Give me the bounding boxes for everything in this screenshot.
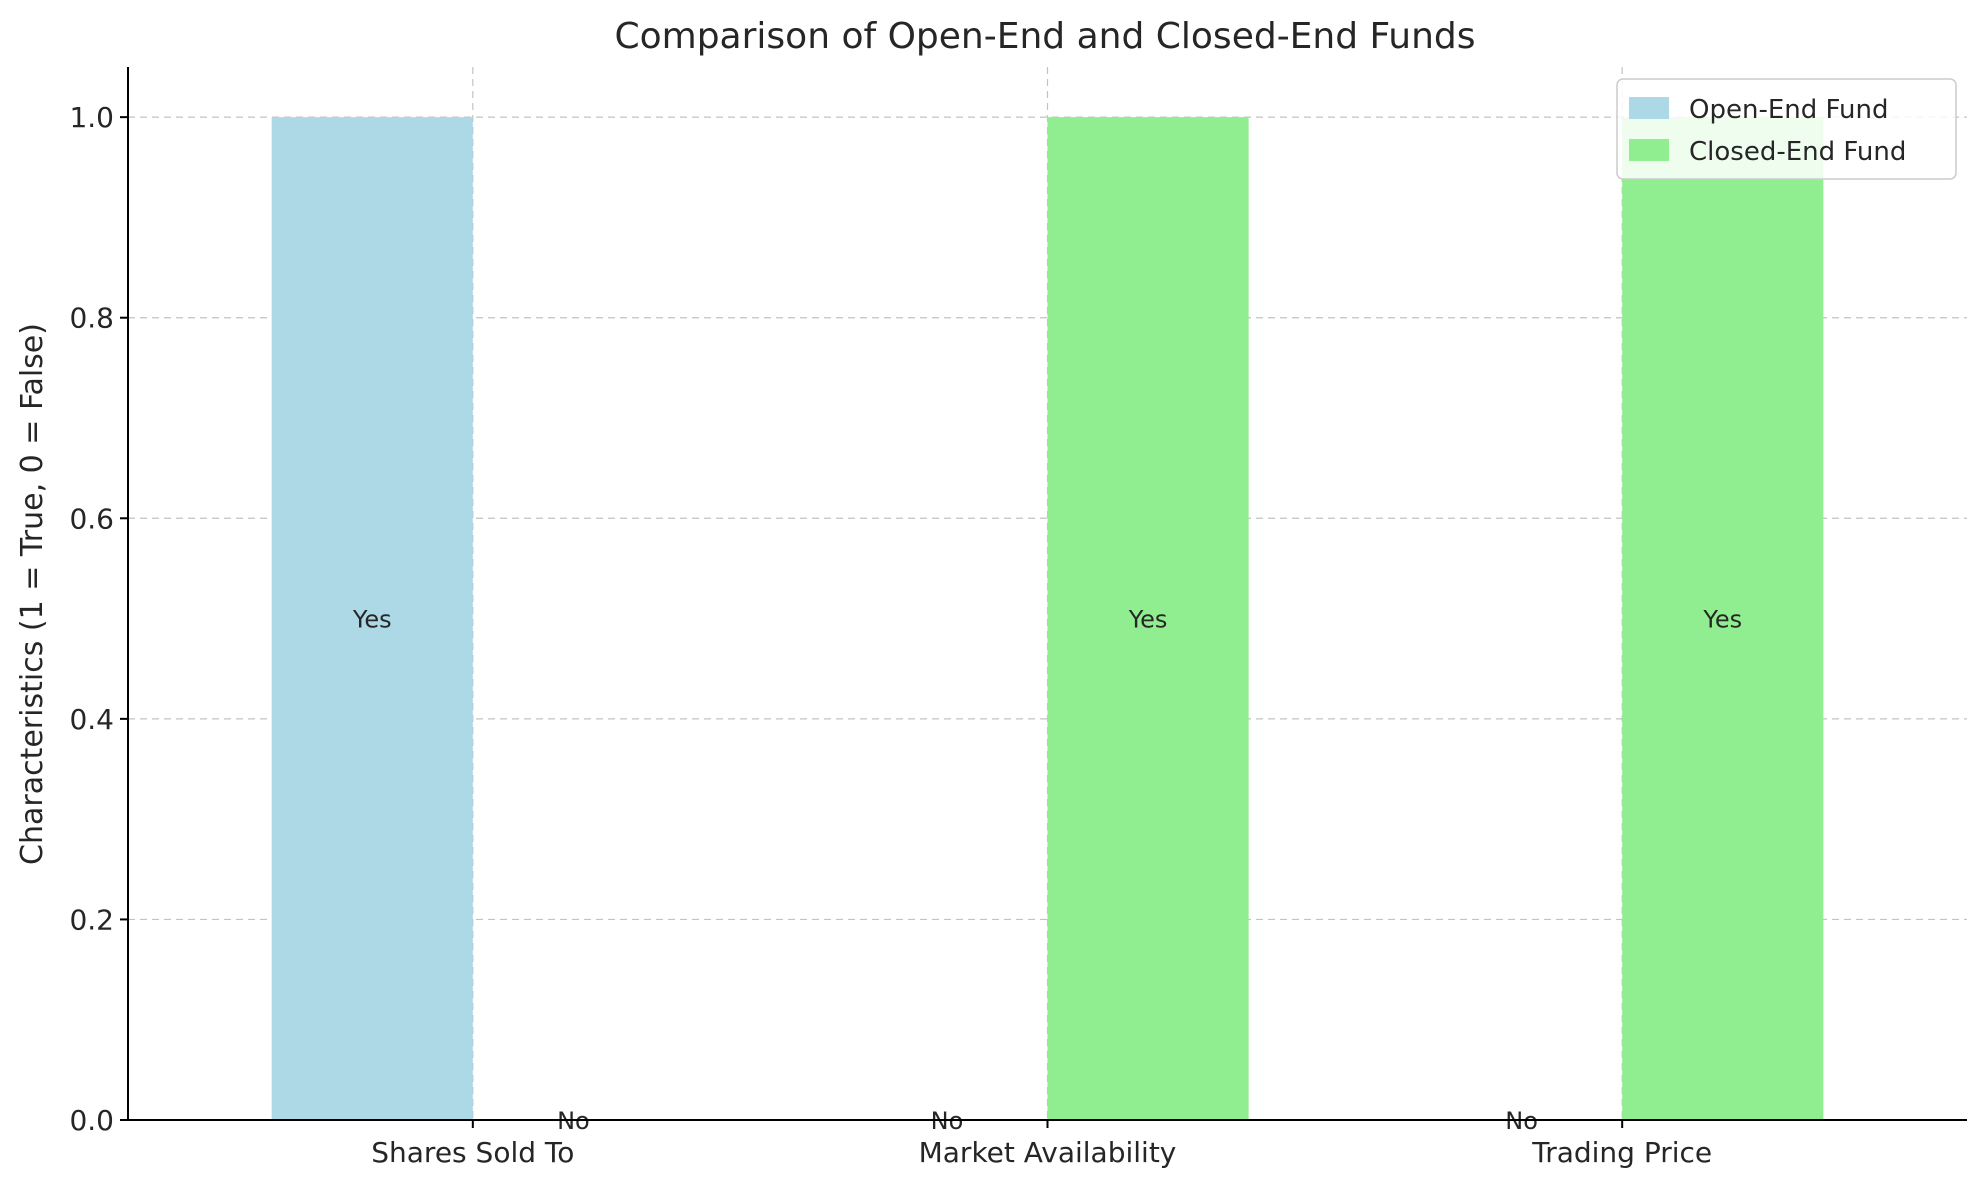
- bar: [271, 117, 473, 1120]
- y-axis-label: Characteristics (1 = True, 0 = False): [15, 323, 50, 865]
- bars: [271, 117, 1824, 1120]
- y-tick-label: 0.2: [69, 903, 114, 936]
- x-tick-label: Market Availability: [919, 1136, 1177, 1169]
- bar-value-label: Yes: [1128, 606, 1168, 634]
- x-tick-label: Shares Sold To: [371, 1136, 574, 1169]
- legend-box: [1616, 78, 1957, 180]
- bar: [1047, 117, 1249, 1120]
- y-tick-label: 0.0: [69, 1104, 114, 1137]
- bar-value-label: Yes: [352, 606, 392, 634]
- bar-value-label: Yes: [1702, 606, 1742, 634]
- chart-title: Comparison of Open-End and Closed-End Fu…: [614, 16, 1475, 57]
- y-tick-label: 1.0: [69, 101, 114, 134]
- legend: Open-End Fund Closed-End Fund: [1616, 78, 1957, 180]
- y-tick-label: 0.6: [69, 502, 114, 535]
- legend-label: Open-End Fund: [1689, 95, 1889, 125]
- legend-label: Closed-End Fund: [1689, 137, 1906, 167]
- bar: [1622, 117, 1824, 1120]
- x-tick-label: Trading Price: [1531, 1136, 1712, 1169]
- legend-swatch: [1629, 139, 1669, 161]
- axes: 0.0 0.2 0.4 0.6 0.8 1.0 Shares Sold To Market A…: [69, 67, 1967, 1169]
- y-tick-label: 0.8: [69, 302, 114, 335]
- y-tick-label: 0.4: [69, 703, 114, 736]
- legend-swatch: [1629, 97, 1669, 119]
